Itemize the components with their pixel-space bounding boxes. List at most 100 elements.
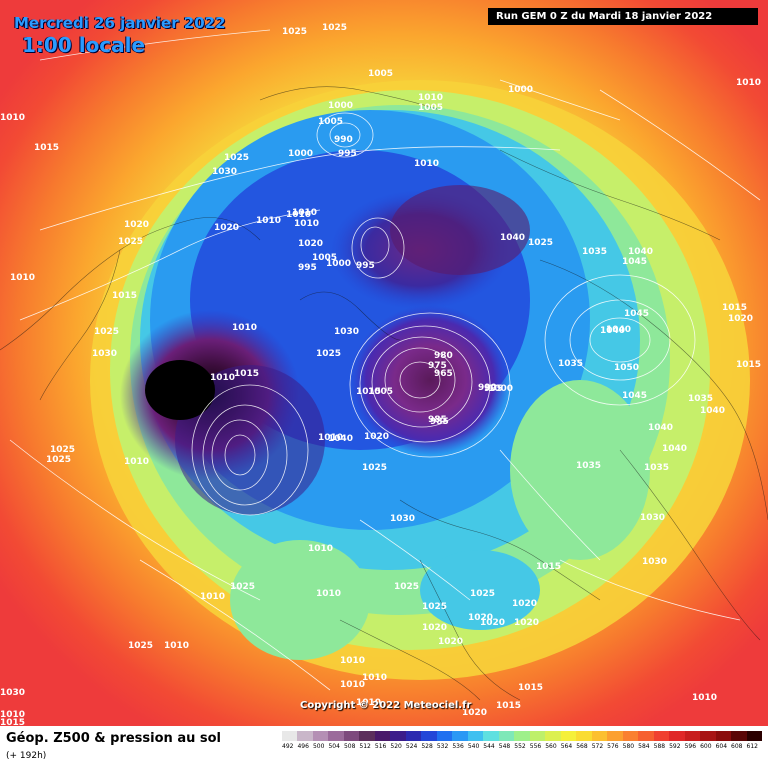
pressure-label: 1025	[394, 582, 419, 592]
pressure-label: 1040	[606, 325, 631, 335]
scale-label: 516	[374, 743, 387, 750]
scale-swatch	[514, 731, 530, 741]
scale-swatch	[653, 731, 670, 741]
scale-swatch	[328, 731, 344, 741]
pressure-label: 1045	[622, 391, 647, 401]
pressure-label: 1000	[328, 101, 353, 111]
scale-swatch	[452, 731, 468, 741]
scale-swatch	[312, 731, 329, 741]
pressure-label: 1020	[512, 599, 537, 609]
scale-label: 576	[607, 743, 619, 750]
pressure-label: 1010	[232, 323, 257, 333]
pressure-label: 1010	[124, 457, 149, 467]
pressure-label: 1025	[528, 238, 553, 248]
pressure-label: 1010	[692, 693, 717, 703]
scale-label: 540	[467, 743, 480, 750]
scale-label: 572	[591, 743, 604, 750]
pressure-label: 1035	[688, 394, 713, 404]
pressure-label: 1000	[326, 259, 351, 269]
pressure-label: 1030	[212, 167, 237, 177]
pressure-label: 1010	[0, 710, 25, 720]
pressure-label: 1010	[356, 698, 381, 708]
scale-label: 492	[282, 743, 294, 750]
scale-swatch	[607, 731, 623, 741]
pressure-label: 1020	[728, 314, 753, 324]
pressure-label: 975	[428, 361, 447, 371]
scale-swatch	[436, 731, 453, 741]
scale-label: 608	[731, 743, 743, 750]
pressure-label: 1015	[536, 562, 561, 572]
pressure-label: 1005	[318, 117, 343, 127]
pressure-label: 1010	[414, 159, 439, 169]
pressure-label: 1005	[312, 253, 337, 263]
pressure-label: 1010	[286, 210, 311, 220]
pressure-label: 1005	[368, 387, 393, 397]
pressure-label: 1030	[642, 557, 667, 567]
z500-scale-labels: 492 496 500 504 508 512 516 520 524 528 532 536 540 5…	[282, 743, 762, 753]
scale-label: 592	[669, 743, 681, 750]
pressure-label: 1025	[224, 153, 249, 163]
pressure-label: 1030	[92, 349, 117, 359]
scale-swatch	[405, 731, 422, 741]
pressure-label: 1015	[112, 291, 137, 301]
scale-label: 496	[297, 743, 309, 750]
pressure-label: 1010	[308, 544, 333, 554]
pressure-label: 1020	[214, 223, 239, 233]
scale-label: 508	[343, 743, 356, 750]
pressure-label: 1015	[356, 387, 381, 397]
weather-map: 1025 1025 1010 1015 1025 1030 1020 1020 1025 1010…	[0, 0, 768, 726]
pressure-label: 1040	[500, 233, 525, 243]
scale-label: 500	[312, 743, 325, 750]
scale-label: 596	[684, 743, 697, 750]
pressure-label: 1025	[422, 602, 447, 612]
pressure-label: 1010	[736, 78, 761, 88]
scale-label: 536	[452, 743, 464, 750]
pressure-label: 1020	[438, 637, 463, 647]
scale-label: 520	[390, 743, 402, 750]
pressure-label: 1010	[292, 208, 317, 218]
scale-label: 544	[483, 743, 495, 750]
legend-bar: Géop. Z500 & pression au sol (+ 192h) 49…	[0, 726, 768, 768]
pressure-label: 1045	[624, 309, 649, 319]
scale-swatch	[545, 731, 561, 741]
pressure-label: 1010	[418, 93, 443, 103]
pressure-label: 995	[298, 263, 317, 273]
pressure-label: 1030	[640, 513, 665, 523]
pressure-label: 1025	[322, 23, 347, 33]
pressure-label: 1010	[340, 656, 365, 666]
pressure-label: 1015	[234, 369, 259, 379]
pressure-label: 1020	[480, 618, 505, 628]
pressure-label: 1010	[362, 673, 387, 683]
pressure-label: 1025	[94, 327, 119, 337]
pressure-label: 1020	[462, 708, 487, 718]
scale-swatch	[297, 731, 313, 741]
pressure-label: 1015	[722, 303, 747, 313]
pressure-label: 1025	[50, 445, 75, 455]
pressure-label: 1015	[496, 701, 521, 711]
pressure-label: 1015	[34, 143, 59, 153]
scale-label: 552	[514, 743, 526, 750]
pressure-label: 1015	[518, 683, 543, 693]
model-run-banner: Run GEM 0 Z du Mardi 18 janvier 2022	[488, 8, 758, 25]
pressure-label: 1040	[628, 247, 653, 257]
pressure-label: 1020	[422, 623, 447, 633]
pressure-label: 1020	[514, 618, 539, 628]
scale-label: 600	[700, 743, 712, 750]
legend-subtitle: (+ 192h)	[6, 751, 47, 761]
scale-label: 524	[405, 743, 418, 750]
pressure-label: 1010	[316, 589, 341, 599]
pressure-label: 1000	[488, 384, 513, 394]
pressure-label: 1025	[230, 582, 255, 592]
scale-label: 528	[421, 743, 433, 750]
pressure-label: 1025	[118, 237, 143, 247]
scale-label: 564	[560, 743, 573, 750]
legend-title: Géop. Z500 & pression au sol	[6, 731, 221, 746]
scale-swatch	[591, 731, 608, 741]
pressure-label: 985	[430, 417, 449, 427]
pressure-label: 1040	[662, 444, 687, 454]
pressure-label: 990	[478, 383, 497, 393]
scale-swatch	[390, 731, 406, 741]
pressure-label: 1000	[288, 149, 313, 159]
scale-swatch	[576, 731, 592, 741]
